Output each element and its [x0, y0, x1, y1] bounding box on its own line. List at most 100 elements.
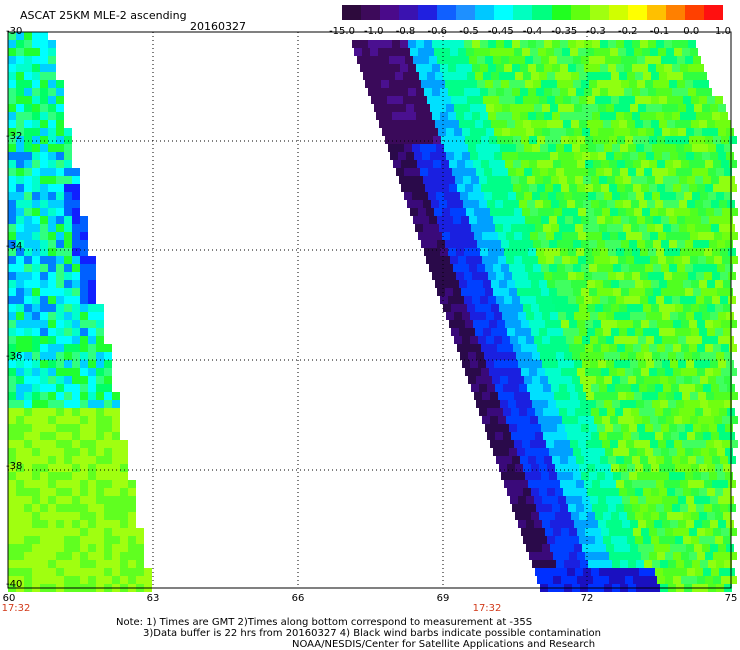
swath-cell: [56, 184, 64, 192]
swath-cell: [48, 256, 56, 264]
swath-cell: [24, 464, 32, 472]
swath-cell: [8, 240, 16, 248]
swath-cell: [576, 248, 584, 256]
swath-cell: [501, 288, 509, 296]
swath-cell: [538, 256, 546, 264]
swath-cell: [476, 376, 484, 384]
swath-cell: [692, 376, 700, 384]
swath-cell: [421, 80, 429, 88]
swath-cell: [488, 64, 496, 72]
swath-cell: [549, 288, 557, 296]
swath-cell: [713, 368, 721, 376]
swath-cell: [48, 168, 56, 176]
swath-cell: [709, 448, 717, 456]
swath-cell: [577, 344, 585, 352]
swath-cell: [656, 296, 664, 304]
swath-cell: [120, 464, 128, 472]
swath-cell: [599, 224, 607, 232]
swath-cell: [710, 312, 718, 320]
swath-cell: [403, 72, 411, 80]
swath-cell: [686, 152, 694, 160]
swath-cell: [654, 312, 662, 320]
swath-cell: [692, 352, 700, 360]
swath-cell: [88, 464, 96, 472]
swath-cell: [676, 400, 684, 408]
swath-cell: [614, 128, 622, 136]
swath-cell: [474, 256, 482, 264]
swath-cell: [394, 48, 402, 56]
swath-cell: [600, 88, 608, 96]
swath-cell: [550, 104, 558, 112]
swath-cell: [528, 248, 536, 256]
swath-cell: [602, 440, 610, 448]
swath-cell: [698, 392, 706, 400]
swath-cell: [718, 496, 726, 504]
swath-cell: [453, 80, 461, 88]
swath-cell: [16, 368, 24, 376]
swath-cell: [668, 376, 676, 384]
swath-cell: [665, 344, 673, 352]
swath-cell: [104, 496, 112, 504]
swath-cell: [476, 144, 484, 152]
swath-cell: [631, 408, 639, 416]
swath-cell: [56, 304, 64, 312]
swath-cell: [438, 152, 446, 160]
swath-cell: [667, 72, 675, 80]
swath-cell: [570, 440, 578, 448]
swath-cell: [128, 544, 136, 552]
swath-cell: [8, 424, 16, 432]
swath-cell: [429, 80, 437, 88]
swath-cell: [40, 520, 48, 528]
swath-cell: [514, 440, 522, 448]
swath-cell: [531, 328, 539, 336]
swath-cell: [64, 136, 72, 144]
swath-cell: [648, 64, 656, 72]
swath-cell: [48, 392, 56, 400]
swath-cell: [624, 248, 632, 256]
swath-cell: [458, 232, 466, 240]
swath-cell: [691, 304, 699, 312]
swath-cell: [467, 96, 475, 104]
swath-cell: [16, 496, 24, 504]
swath-cell: [523, 280, 531, 288]
swath-cell: [8, 448, 16, 456]
swath-cell: [40, 440, 48, 448]
swath-cell: [467, 120, 475, 128]
swath-cell: [80, 408, 88, 416]
swath-cell: [669, 240, 677, 248]
swath-cell: [729, 552, 737, 560]
swath-cell: [417, 136, 425, 144]
swath-cell: [605, 216, 613, 224]
swath-cell: [699, 464, 707, 472]
swath-cell: [497, 136, 505, 144]
swath-cell: [623, 176, 631, 184]
swath-cell: [665, 552, 673, 560]
swath-cell: [550, 496, 558, 504]
swath-cell: [603, 536, 611, 544]
swath-cell: [40, 144, 48, 152]
swath-cell: [506, 416, 514, 424]
swath-cell: [680, 88, 688, 96]
swath-cell: [678, 128, 686, 136]
swath-cell: [32, 304, 40, 312]
swath-cell: [614, 104, 622, 112]
swath-cell: [56, 384, 64, 392]
swath-cell: [597, 240, 605, 248]
swath-cell: [407, 176, 415, 184]
swath-cell: [627, 304, 635, 312]
swath-cell: [688, 64, 696, 72]
swath-cell: [445, 288, 453, 296]
swath-cell: [628, 352, 636, 360]
swath-cell: [72, 232, 80, 240]
swath-cell: [16, 168, 24, 176]
swath-cell: [692, 400, 700, 408]
colorbar-segment: [551, 5, 571, 20]
swath-cell: [688, 112, 696, 120]
swath-cell: [56, 360, 64, 368]
swath-cell: [681, 368, 689, 376]
swath-cell: [717, 264, 725, 272]
swath-cell: [520, 456, 528, 464]
swath-cell: [700, 192, 708, 200]
swath-cell: [619, 512, 627, 520]
swath-cell: [715, 120, 723, 128]
